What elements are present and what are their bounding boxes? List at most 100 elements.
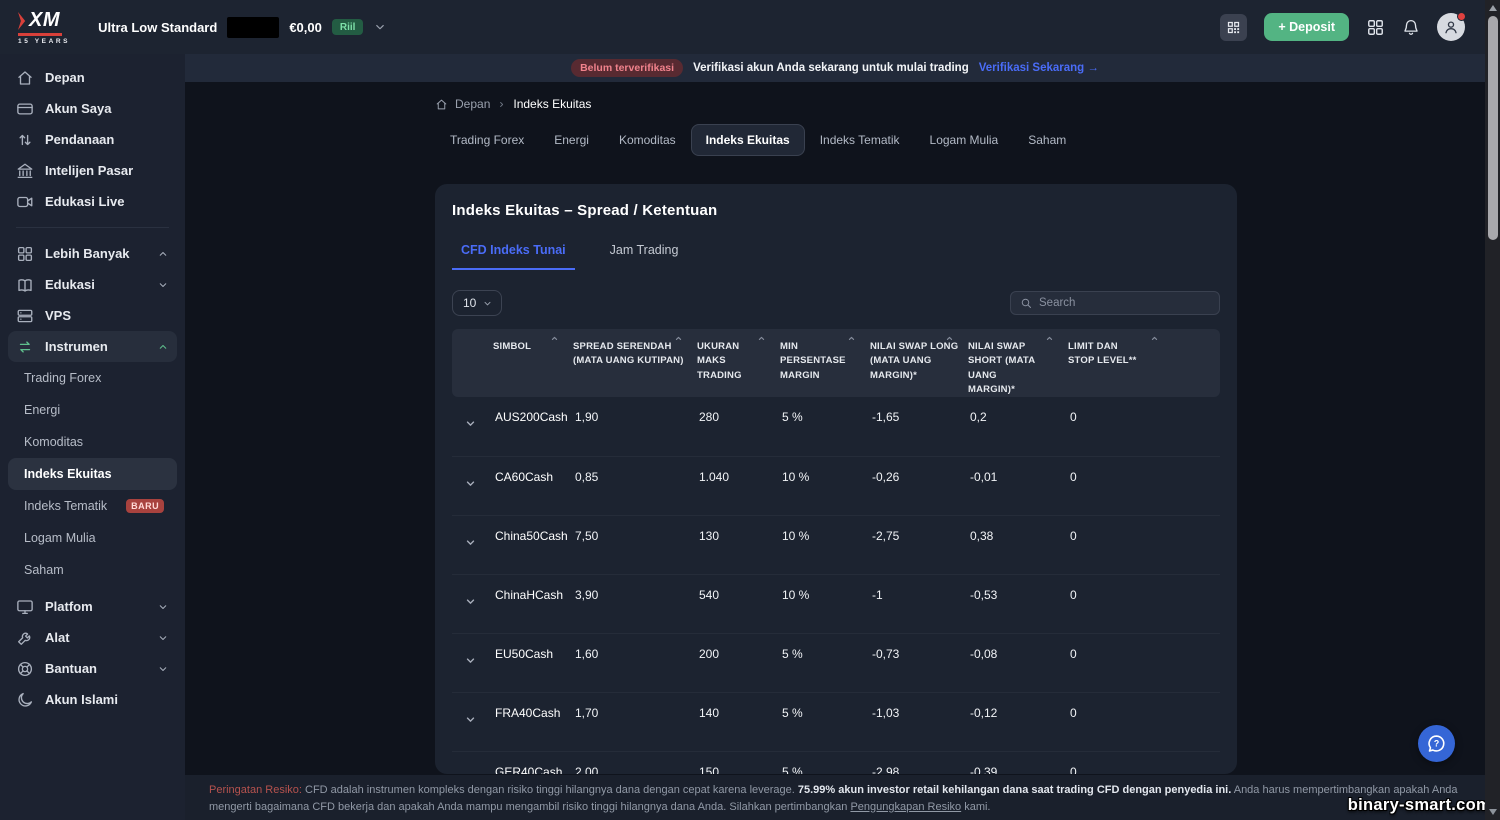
sidebar-item-lebih-banyak[interactable]: Lebih Banyak [0, 238, 185, 269]
tab-energi[interactable]: Energi [539, 124, 604, 156]
sidebar-item-intelijen-pasar[interactable]: Intelijen Pasar [0, 155, 185, 186]
scrollbar-thumb[interactable] [1488, 16, 1498, 240]
chevron-down-icon [482, 298, 493, 309]
sidebar-item-label: Edukasi [45, 277, 95, 292]
expand-row-button[interactable] [452, 633, 493, 692]
scroll-down-arrow[interactable] [1489, 809, 1497, 815]
monitor-icon [16, 598, 34, 616]
verify-now-link[interactable]: Verifikasi Sekarang → [979, 62, 1099, 74]
chevron-down-icon [157, 663, 169, 675]
expand-row-button[interactable] [452, 574, 493, 633]
value-cell: 0 [1068, 633, 1220, 692]
expand-row-button[interactable] [452, 751, 493, 774]
sidebar-item-label: Saham [24, 563, 64, 577]
tab-indeks-ekuitas[interactable]: Indeks Ekuitas [691, 124, 805, 156]
notifications-button[interactable] [1402, 18, 1420, 36]
value-cell: 0 [1068, 397, 1220, 456]
sidebar-item-akun-saya[interactable]: Akun Saya [0, 93, 185, 124]
risk-disclosure-link[interactable]: Pengungkapan Resiko [850, 801, 961, 813]
sidebar-item-label: Edukasi Live [45, 194, 124, 209]
home-icon [435, 98, 448, 111]
column-header-nilai-4[interactable]: NILAI SWAP LONG (MATA UANG MARGIN)* [870, 329, 968, 397]
search-input[interactable] [1039, 297, 1210, 309]
account-switcher[interactable]: Ultra Low Standard €0,00 Riil [98, 17, 387, 38]
transfer-arrows-icon [16, 131, 34, 149]
symbol-cell: GER40Cash [493, 751, 573, 774]
column-header-nilai-5[interactable]: NILAI SWAP SHORT (MATA UANG MARGIN)* [968, 329, 1068, 397]
card-icon [16, 100, 34, 118]
card-tab-jam-trading[interactable]: Jam Trading [601, 243, 688, 270]
expand-row-button[interactable] [452, 515, 493, 574]
deposit-button[interactable]: + Deposit [1264, 13, 1349, 41]
value-cell: -1,03 [870, 692, 968, 751]
video-camera-icon [16, 193, 34, 211]
sidebar-item-bantuan[interactable]: Bantuan [0, 653, 185, 684]
sidebar-item-indeks-ekuitas[interactable]: Indeks Ekuitas [8, 458, 177, 490]
sidebar-item-label: VPS [45, 308, 71, 323]
table-row: ChinaHCash3,9054010 %-1-0,530 [452, 574, 1220, 633]
tab-saham[interactable]: Saham [1013, 124, 1081, 156]
sidebar-item-logam-mulia[interactable]: Logam Mulia [0, 522, 185, 554]
column-header-simbol-0[interactable]: SIMBOL [493, 329, 573, 397]
sidebar-item-alat[interactable]: Alat [0, 622, 185, 653]
account-mode-badge: Riil [332, 19, 364, 35]
sidebar-item-energi[interactable]: Energi [0, 394, 185, 426]
sidebar-item-label: Platfom [45, 599, 93, 614]
chat-support-button[interactable]: ? [1418, 725, 1455, 762]
moon-icon [16, 691, 34, 709]
table-row: China50Cash7,5013010 %-2,750,380 [452, 515, 1220, 574]
sidebar-item-vps[interactable]: VPS [0, 300, 185, 331]
main-content: Belum terverifikasi Verifikasi akun Anda… [185, 54, 1485, 820]
qr-code-button[interactable] [1220, 14, 1247, 41]
symbol-cell: EU50Cash [493, 633, 573, 692]
expand-row-button[interactable] [452, 692, 493, 751]
tab-logam-mulia[interactable]: Logam Mulia [915, 124, 1014, 156]
vertical-scrollbar[interactable] [1485, 0, 1500, 820]
tab-komoditas[interactable]: Komoditas [604, 124, 691, 156]
profile-avatar[interactable] [1437, 13, 1465, 41]
sidebar-item-label: Indeks Ekuitas [24, 467, 112, 481]
value-cell: 5 % [780, 751, 870, 774]
scroll-up-arrow[interactable] [1489, 5, 1497, 11]
breadcrumb-home[interactable]: Depan [455, 97, 490, 111]
value-cell: 0 [1068, 456, 1220, 515]
value-cell: 5 % [780, 633, 870, 692]
apps-grid-button[interactable] [1366, 18, 1385, 37]
page-size-select[interactable]: 10 [452, 290, 502, 316]
breadcrumb-current: Indeks Ekuitas [513, 97, 591, 111]
sidebar-item-trading-forex[interactable]: Trading Forex [0, 362, 185, 394]
sidebar-item-instrumen[interactable]: Instrumen [8, 331, 177, 362]
column-header-spread-1[interactable]: SPREAD SERENDAH (MATA UANG KUTIPAN) [573, 329, 697, 397]
bell-icon [1402, 18, 1420, 36]
tab-trading-forex[interactable]: Trading Forex [435, 124, 539, 156]
column-header-limit-6[interactable]: LIMIT DAN STOP LEVEL** [1068, 329, 1220, 397]
xm-logo[interactable]: XM 15 YEARS [18, 9, 70, 45]
sidebar-item-indeks-tematik[interactable]: Indeks TematikBARU [0, 490, 185, 522]
brand-text: XM [29, 9, 60, 32]
sidebar-item-akun-islami[interactable]: Akun Islami [0, 684, 185, 715]
logo-years-text: 15 YEARS [18, 38, 70, 45]
sidebar-item-depan[interactable]: Depan [0, 62, 185, 93]
sidebar-item-pendanaan[interactable]: Pendanaan [0, 124, 185, 155]
swap-icon [16, 338, 34, 356]
chevron-down-icon [464, 654, 493, 667]
column-header-min-3[interactable]: MIN PERSENTASE MARGIN [780, 329, 870, 397]
tab-indeks-tematik[interactable]: Indeks Tematik [805, 124, 915, 156]
sidebar-item-saham[interactable]: Saham [0, 554, 185, 586]
expand-row-button[interactable] [452, 397, 493, 456]
sidebar-item-edukasi[interactable]: Edukasi [0, 269, 185, 300]
expand-row-button[interactable] [452, 456, 493, 515]
card-tabs: CFD Indeks Tunai Jam Trading [452, 243, 1220, 270]
sort-caret-icon [945, 334, 954, 343]
sidebar-item-platfom[interactable]: Platfom [0, 591, 185, 622]
card-title: Indeks Ekuitas – Spread / Ketentuan [452, 202, 1220, 219]
sidebar-item-label: Trading Forex [24, 371, 101, 385]
chevron-down-icon [464, 713, 493, 726]
sidebar-item-komoditas[interactable]: Komoditas [0, 426, 185, 458]
card-tab-cfd-indeks-tunai[interactable]: CFD Indeks Tunai [452, 243, 575, 270]
sidebar-item-label: Intelijen Pasar [45, 163, 133, 178]
column-header-ukuran-2[interactable]: UKURAN MAKS TRADING [697, 329, 780, 397]
sidebar-item-edukasi-live[interactable]: Edukasi Live [0, 186, 185, 217]
sort-caret-icon [1045, 334, 1054, 343]
value-cell: 1,60 [573, 633, 697, 692]
